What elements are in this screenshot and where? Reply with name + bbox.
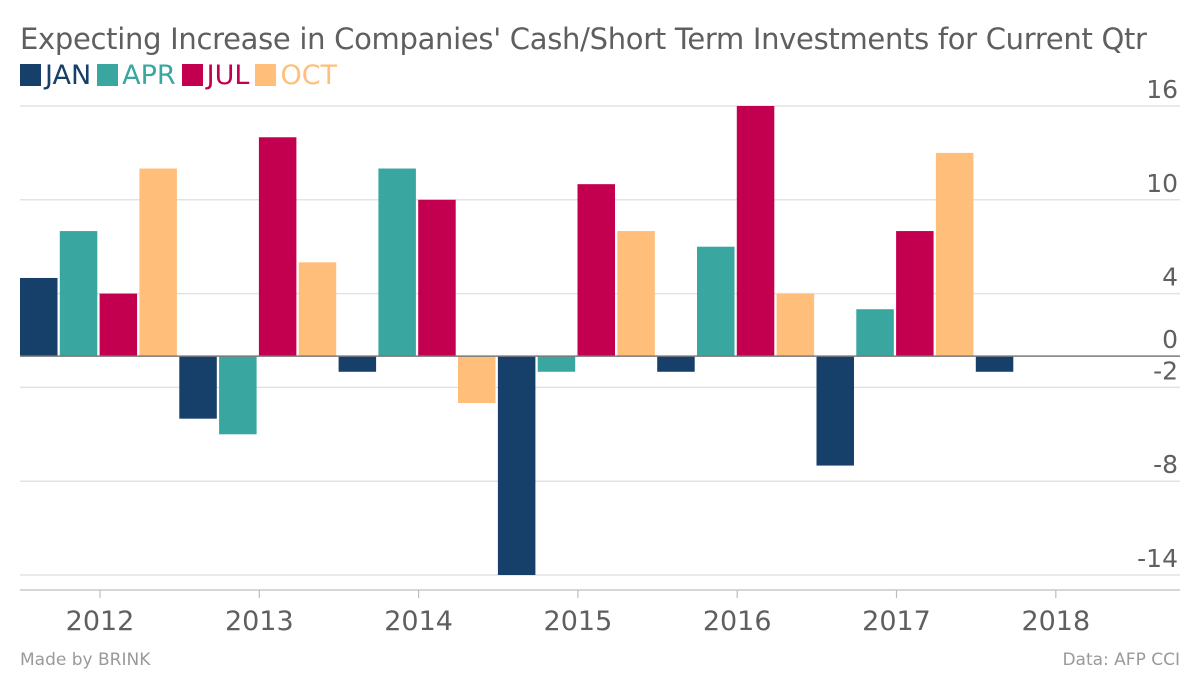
bar-apr-2012	[59, 231, 98, 357]
bar-oct-2017	[935, 152, 974, 357]
x-tick-label: 2014	[384, 606, 453, 637]
bar-jul-2016	[736, 106, 775, 357]
x-tick-label: 2017	[862, 606, 931, 637]
chart-legend: JAN APR JUL OCT	[20, 59, 343, 91]
bar-jan-2018	[975, 356, 1014, 372]
y-tick-label: 16	[1146, 75, 1178, 104]
bar-jul-2014	[418, 199, 456, 357]
legend-swatch-jan	[20, 64, 41, 86]
source-text: Data: AFP CCI	[1062, 650, 1180, 670]
y-tick-label: -8	[1153, 450, 1178, 479]
bar-apr-2017	[856, 309, 894, 357]
bar-jan-2013	[179, 356, 217, 419]
bar-apr-2013	[219, 356, 257, 435]
bar-oct-2012	[139, 168, 177, 357]
y-tick-label: 4	[1162, 263, 1178, 292]
legend-label-apr: APR	[122, 59, 176, 91]
x-tick-label: 2018	[1021, 606, 1090, 637]
y-tick-label: 10	[1146, 169, 1178, 198]
legend-label-oct: OCT	[280, 59, 338, 91]
bar-jan-2017	[816, 356, 854, 466]
x-tick-label: 2016	[703, 606, 772, 637]
legend-swatch-oct	[255, 64, 277, 86]
legend-swatch-apr	[97, 64, 119, 86]
legend-swatch-jul	[181, 64, 203, 86]
bar-jan-2016	[657, 356, 695, 372]
bar-apr-2014	[378, 168, 416, 357]
bar-jul-2017	[896, 231, 934, 357]
bar-jul-2013	[258, 137, 297, 357]
x-tick-label: 2012	[66, 606, 135, 637]
bar-oct-2014	[458, 356, 496, 404]
chart-title: Expecting Increase in Companies' Cash/Sh…	[20, 22, 1147, 56]
legend-item-oct: OCT	[255, 60, 337, 91]
bar-jan-2015	[497, 356, 536, 575]
bar-apr-2016	[697, 246, 735, 357]
y-tick-label: -14	[1137, 544, 1178, 573]
bar-jul-2012	[99, 293, 138, 357]
legend-label-jan: JAN	[45, 59, 92, 91]
credit-text: Made by BRINK	[20, 650, 151, 670]
bar-jan-2012	[20, 277, 58, 357]
legend-item-apr: APR	[97, 60, 176, 91]
y-tick-label: 0	[1162, 325, 1178, 354]
bar-jul-2015	[577, 184, 615, 357]
x-tick-label: 2013	[225, 606, 294, 637]
legend-label-jul: JUL	[206, 59, 250, 91]
y-tick-label: -2	[1153, 356, 1178, 385]
bar-oct-2016	[776, 293, 815, 357]
x-tick-label: 2015	[544, 606, 613, 637]
bar-oct-2015	[617, 231, 655, 357]
bar-apr-2015	[537, 356, 576, 372]
legend-item-jul: JUL	[181, 59, 250, 91]
legend-item-jan: JAN	[20, 60, 91, 91]
bar-oct-2013	[298, 262, 337, 357]
bar-jan-2014	[338, 356, 377, 372]
